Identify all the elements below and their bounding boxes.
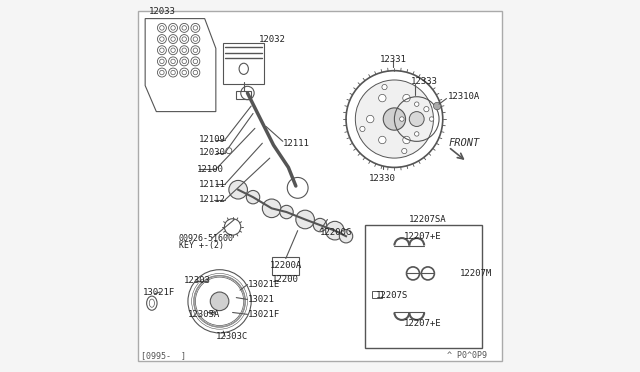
Text: 12032: 12032	[259, 35, 285, 44]
Circle shape	[339, 230, 353, 243]
FancyBboxPatch shape	[236, 91, 251, 99]
Circle shape	[379, 136, 386, 144]
Text: 12100: 12100	[197, 165, 224, 174]
Text: 12033: 12033	[149, 7, 176, 16]
Text: 12109: 12109	[199, 135, 226, 144]
Text: 12112: 12112	[199, 195, 226, 204]
Circle shape	[424, 106, 429, 112]
Circle shape	[399, 117, 404, 121]
Text: 12200: 12200	[273, 275, 300, 283]
Text: 12310A: 12310A	[449, 92, 481, 101]
FancyBboxPatch shape	[365, 225, 482, 348]
Text: ^ P0^0P9: ^ P0^0P9	[447, 351, 488, 360]
Circle shape	[433, 102, 441, 110]
FancyBboxPatch shape	[138, 11, 502, 361]
Circle shape	[211, 292, 229, 311]
Text: 12331: 12331	[380, 55, 406, 64]
Text: 12303: 12303	[184, 276, 211, 285]
Circle shape	[314, 218, 326, 232]
Circle shape	[296, 210, 314, 229]
Circle shape	[229, 180, 248, 199]
Circle shape	[429, 117, 434, 121]
Circle shape	[355, 80, 433, 158]
Text: 13021F: 13021F	[248, 310, 280, 319]
Text: 12207+E: 12207+E	[404, 319, 442, 328]
Text: 12333: 12333	[411, 77, 438, 86]
Text: 12207S: 12207S	[376, 291, 408, 300]
FancyBboxPatch shape	[223, 43, 264, 84]
Circle shape	[403, 94, 410, 102]
Circle shape	[402, 148, 407, 154]
Circle shape	[367, 115, 374, 123]
Text: [0995-  ]: [0995- ]	[141, 351, 186, 360]
Text: 12207SA: 12207SA	[410, 215, 447, 224]
Circle shape	[383, 108, 406, 130]
Text: 12200A: 12200A	[269, 262, 302, 270]
Circle shape	[415, 132, 419, 136]
FancyBboxPatch shape	[273, 257, 299, 275]
Circle shape	[415, 115, 422, 123]
Text: 13021E: 13021E	[248, 280, 280, 289]
Polygon shape	[145, 19, 216, 112]
Text: 12200G: 12200G	[320, 228, 352, 237]
Text: 12303A: 12303A	[188, 310, 220, 319]
Text: 12111: 12111	[283, 139, 310, 148]
Circle shape	[360, 126, 365, 132]
Circle shape	[246, 190, 260, 204]
Text: 12207+E: 12207+E	[404, 232, 442, 241]
Text: 13021: 13021	[248, 295, 275, 304]
Circle shape	[262, 199, 281, 218]
FancyBboxPatch shape	[372, 291, 381, 298]
Circle shape	[410, 112, 424, 126]
Text: 12330: 12330	[369, 174, 396, 183]
Text: 12030: 12030	[199, 148, 226, 157]
Circle shape	[379, 94, 386, 102]
Text: 00926-51600: 00926-51600	[179, 234, 234, 243]
Text: 12303C: 12303C	[216, 332, 248, 341]
Text: 12207M: 12207M	[460, 269, 492, 278]
Circle shape	[415, 102, 419, 106]
Text: 12111: 12111	[199, 180, 226, 189]
Circle shape	[280, 205, 293, 219]
Circle shape	[326, 221, 344, 240]
Text: 13021F: 13021F	[143, 288, 175, 296]
Circle shape	[403, 136, 410, 144]
Text: KEY +-(2): KEY +-(2)	[179, 241, 223, 250]
Text: FRONT: FRONT	[449, 138, 479, 148]
Circle shape	[382, 84, 387, 90]
